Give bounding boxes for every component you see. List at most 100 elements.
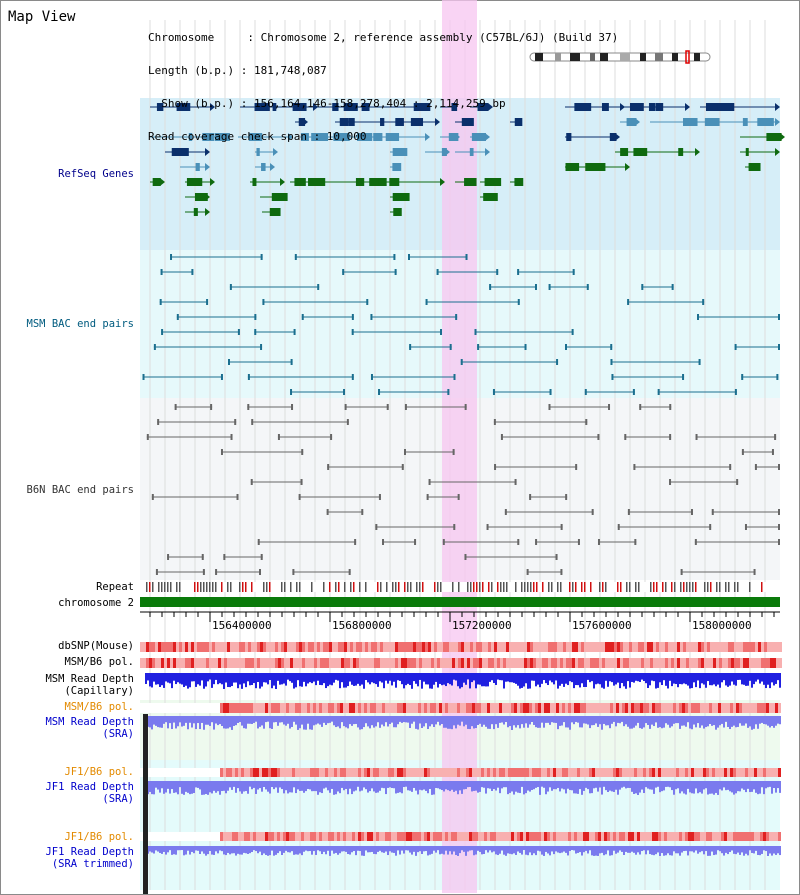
read-depth-bar: [609, 781, 611, 791]
read-depth-bar: [375, 673, 377, 685]
polymorphism-heat: [679, 703, 682, 713]
polymorphism-heat: [584, 658, 587, 668]
polymorphism-heat: [656, 642, 659, 652]
read-depth-bar: [445, 673, 447, 687]
read-depth-bar: [189, 781, 191, 795]
read-depth-bar: [633, 716, 635, 728]
polymorphism-heat: [425, 658, 428, 668]
read-depth-bar: [363, 673, 365, 689]
repeat-mark: [269, 582, 271, 592]
polymorphism-heat: [376, 768, 379, 777]
polymorphism-heat: [527, 642, 530, 652]
polymorphism-heat: [748, 768, 751, 777]
read-depth-bar: [267, 673, 269, 685]
polymorphism-heat: [620, 658, 623, 668]
track-label-dbsnp[interactable]: dbSNP(Mouse): [58, 640, 134, 652]
polymorphism-heat: [161, 642, 164, 652]
polymorphism-heat: [632, 658, 635, 668]
repeat-mark: [242, 582, 244, 592]
track-label-jf1-depth-trimmed[interactable]: JF1 Read Depth (SRA trimmed): [45, 846, 134, 870]
read-depth-bar: [361, 781, 363, 791]
track-label-repeat[interactable]: Repeat: [96, 581, 134, 593]
polymorphism-heat: [248, 658, 251, 668]
read-depth-bar: [493, 846, 495, 852]
read-depth-bar: [641, 673, 643, 680]
read-depth-bar: [685, 846, 687, 851]
read-depth-bar: [405, 846, 407, 851]
read-depth-bar: [673, 781, 675, 795]
polymorphism-heat: [718, 768, 721, 777]
read-depth-bar: [189, 846, 191, 855]
read-depth-bar: [421, 846, 423, 854]
read-depth-bar: [617, 716, 619, 723]
polymorphism-heat: [680, 658, 683, 668]
polymorphism-heat: [580, 703, 583, 713]
read-depth-bar: [707, 846, 709, 856]
track-label-msm-bac[interactable]: MSM BAC end pairs: [26, 318, 134, 330]
bac-end: [702, 299, 705, 305]
read-depth-bar: [629, 673, 631, 688]
read-depth-bar: [517, 781, 519, 793]
bac-end: [734, 389, 737, 395]
read-depth-bar: [363, 716, 365, 728]
bac-end: [778, 314, 780, 320]
read-depth-bar: [375, 716, 377, 727]
read-depth-bar: [571, 673, 573, 683]
read-depth-bar: [485, 716, 487, 727]
read-depth-bar: [343, 716, 345, 727]
polymorphism-heat: [698, 658, 701, 668]
track-label-refseq[interactable]: RefSeq Genes: [58, 168, 134, 180]
read-depth-bar: [557, 781, 559, 788]
track-label-msm-depth-sra[interactable]: MSM Read Depth (SRA): [45, 716, 134, 740]
read-depth-bar: [543, 781, 545, 788]
polymorphism-heat: [745, 832, 748, 841]
read-depth-bar: [749, 673, 751, 681]
polymorphism-heat: [745, 703, 748, 713]
gene-arrow: [275, 193, 280, 201]
track-label-msm-b6-pol-2[interactable]: MSM/B6 pol.: [64, 701, 134, 713]
polymorphism-heat: [550, 832, 553, 841]
ideogram-band: [640, 53, 646, 61]
read-depth-bar: [171, 781, 173, 790]
polymorphism-heat: [481, 768, 484, 777]
read-depth-bar: [763, 716, 765, 725]
read-depth-bar: [419, 846, 421, 852]
track-label-chromosome[interactable]: chromosome 2: [58, 597, 134, 609]
bac-end: [591, 509, 594, 515]
polymorphism-heat: [308, 658, 311, 668]
read-depth-bar: [309, 781, 311, 790]
bac-end: [228, 359, 231, 365]
read-depth-bar: [397, 673, 399, 681]
track-label-msm-depth-capillary[interactable]: MSM Read Depth (Capillary): [45, 673, 134, 697]
polymorphism-heat: [436, 768, 439, 777]
track-label-b6n-bac[interactable]: B6N BAC end pairs: [26, 484, 134, 496]
polymorphism-heat: [371, 658, 374, 668]
bac-end: [292, 569, 295, 575]
read-depth-bar: [299, 716, 301, 729]
track-label-jf1-b6-pol[interactable]: JF1/B6 pol.: [64, 766, 134, 778]
polymorphism-heat: [548, 642, 551, 652]
read-depth-bar: [553, 846, 555, 855]
read-depth-bar: [689, 846, 691, 852]
read-depth-bar: [567, 781, 569, 789]
track-label-jf1-depth-sra[interactable]: JF1 Read Depth (SRA): [45, 781, 134, 805]
polymorphism-heat: [398, 642, 401, 652]
polymorphism-heat: [626, 658, 629, 668]
read-depth-bar: [367, 781, 369, 793]
read-depth-bar: [657, 781, 659, 787]
track-label-msm-b6-pol[interactable]: MSM/B6 pol.: [64, 656, 134, 668]
track-label-jf1-b6-pol-2[interactable]: JF1/B6 pol.: [64, 831, 134, 843]
gene-arrow: [280, 178, 285, 186]
bac-end: [657, 389, 660, 395]
gene-arrow: [490, 178, 495, 186]
polymorphism-heat: [218, 642, 221, 652]
read-depth-bar: [383, 673, 385, 689]
read-depth-bar: [719, 673, 721, 688]
read-depth-bar: [689, 716, 691, 729]
polymorphism-heat: [220, 832, 223, 841]
polymorphism-heat: [284, 658, 287, 668]
read-depth-bar: [723, 716, 725, 728]
polymorphism-heat: [164, 658, 167, 668]
read-depth-bar: [173, 781, 175, 793]
